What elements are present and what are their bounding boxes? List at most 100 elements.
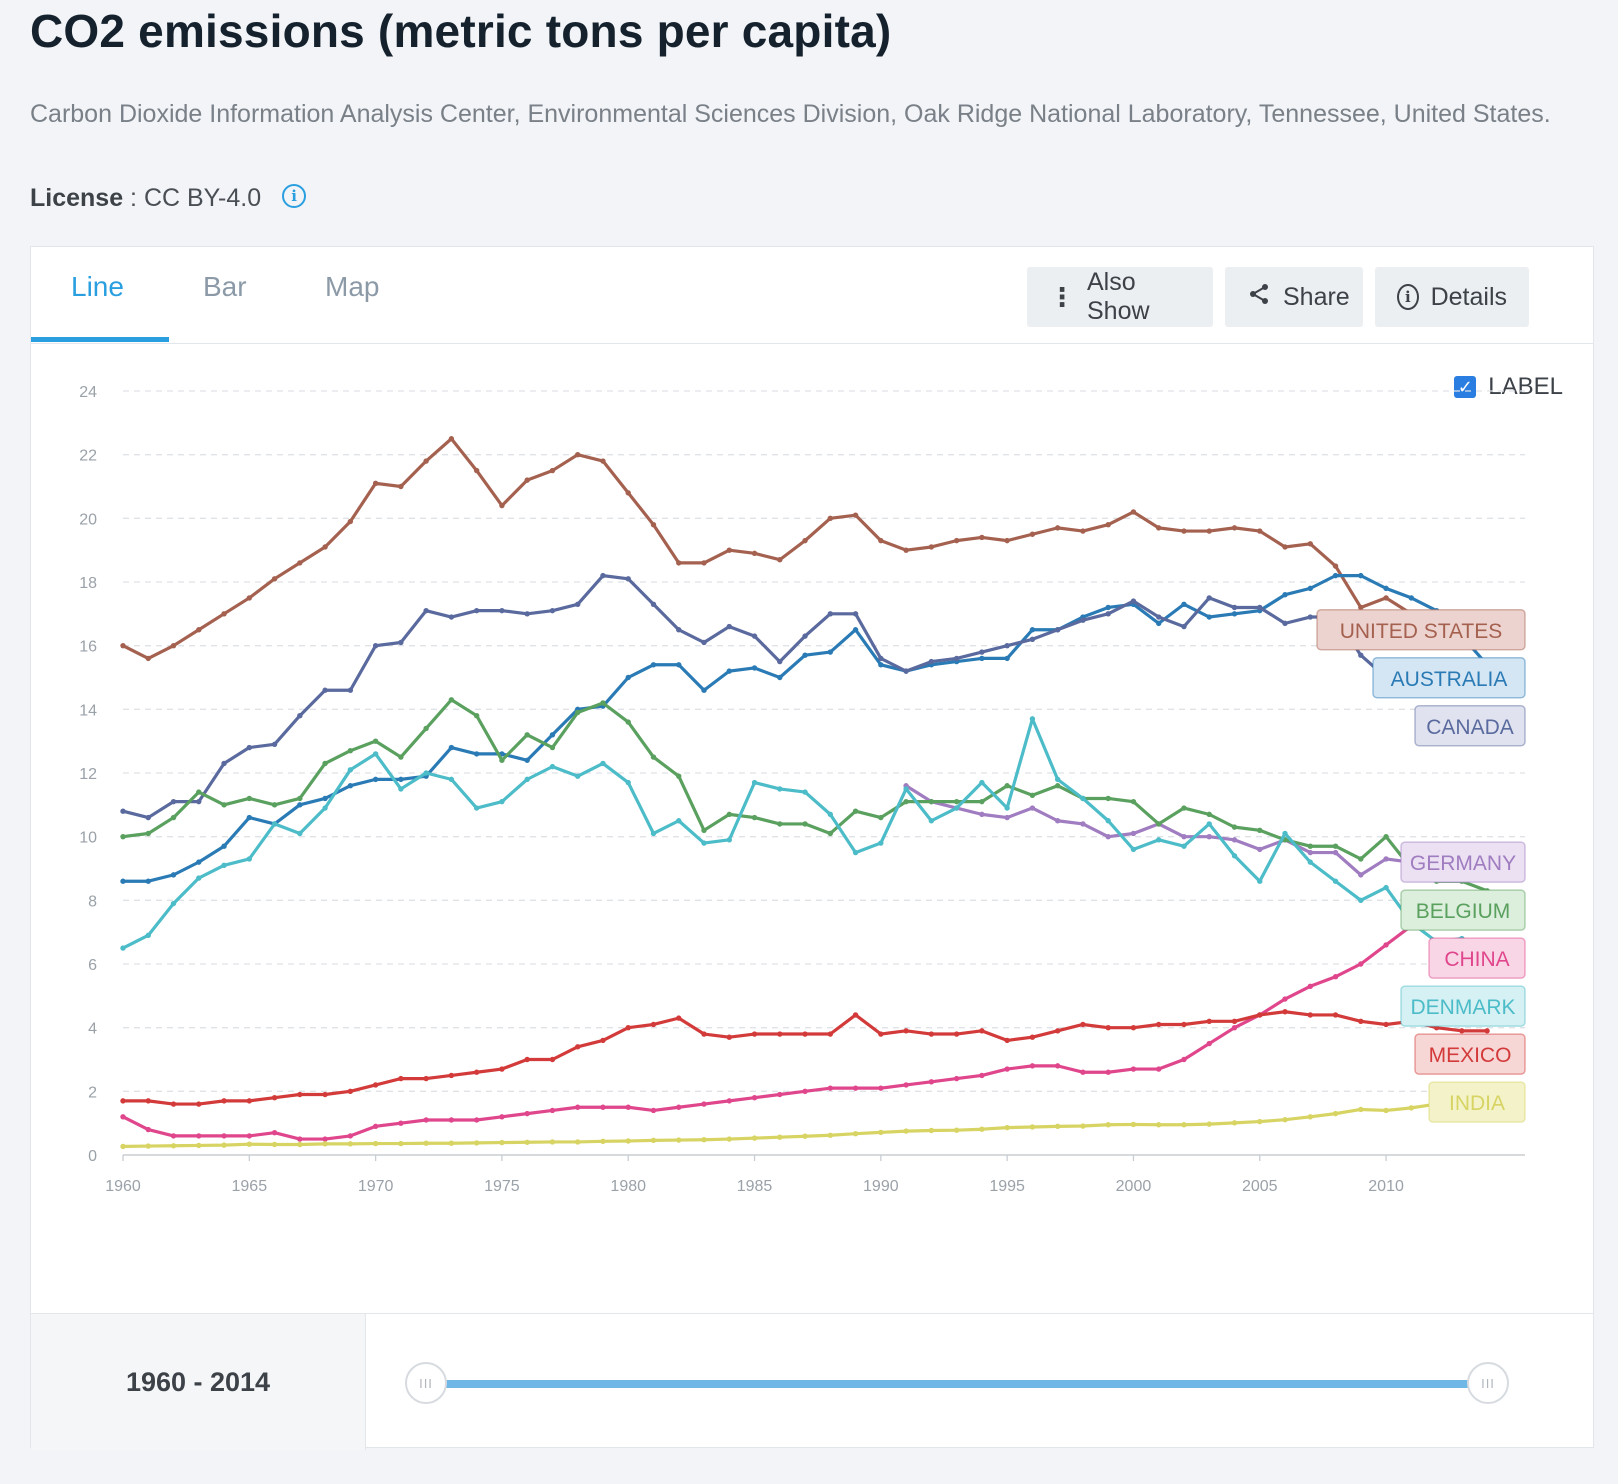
data-point-united-states xyxy=(524,477,530,483)
tab-bar-chart[interactable]: Bar xyxy=(203,271,247,302)
data-point-germany xyxy=(1130,830,1137,837)
details-button[interactable]: i Details xyxy=(1375,267,1529,327)
x-tick-label: 2000 xyxy=(1116,1178,1152,1195)
data-point-australia xyxy=(852,627,859,633)
data-point-canada xyxy=(1130,598,1137,604)
data-point-denmark xyxy=(1307,859,1313,865)
data-point-canada xyxy=(549,607,556,614)
data-point-belgium xyxy=(246,795,253,802)
data-point-mexico xyxy=(852,1012,859,1018)
data-point-belgium xyxy=(1332,843,1339,849)
data-point-germany xyxy=(1004,814,1010,821)
data-point-mexico xyxy=(1307,1012,1313,1018)
data-point-canada xyxy=(1231,604,1238,611)
data-point-australia xyxy=(372,776,379,783)
data-point-canada xyxy=(1004,642,1010,649)
data-point-united-states xyxy=(852,512,859,518)
data-point-canada xyxy=(676,627,682,633)
data-point-mexico xyxy=(1433,1024,1440,1031)
data-point-canada xyxy=(1156,614,1162,620)
data-point-china xyxy=(1029,1063,1036,1069)
data-point-china xyxy=(549,1107,556,1114)
data-point-mexico xyxy=(802,1031,808,1037)
data-point-united-states xyxy=(1282,544,1288,550)
data-point-belgium xyxy=(271,802,278,808)
data-point-india xyxy=(1358,1106,1364,1113)
data-point-germany xyxy=(1181,833,1187,840)
data-point-denmark xyxy=(1130,846,1137,853)
data-point-india xyxy=(1383,1107,1389,1114)
data-point-australia xyxy=(322,795,328,802)
data-point-mexico xyxy=(1257,1012,1263,1018)
data-point-belgium xyxy=(549,744,556,751)
data-point-united-states xyxy=(1257,528,1263,534)
y-tick-label: 2 xyxy=(88,1084,97,1101)
x-tick-label: 1990 xyxy=(863,1178,899,1195)
data-point-germany xyxy=(1206,833,1212,840)
data-point-canada xyxy=(701,639,707,646)
data-point-belgium xyxy=(1307,843,1313,849)
data-point-canada xyxy=(1054,627,1061,633)
series-line-united-states xyxy=(122,437,1488,660)
data-point-belgium xyxy=(777,821,783,827)
range-end-handle[interactable]: III xyxy=(1467,1362,1509,1404)
data-point-canada xyxy=(398,639,404,646)
data-point-denmark xyxy=(1156,837,1162,843)
label-toggle[interactable]: ✓ LABEL xyxy=(1454,373,1563,401)
data-point-denmark xyxy=(1231,853,1238,859)
data-point-denmark xyxy=(953,805,960,811)
data-point-belgium xyxy=(903,798,909,805)
x-tick-label: 1975 xyxy=(484,1178,520,1195)
data-point-canada xyxy=(903,668,909,674)
series-label-box xyxy=(1400,889,1526,931)
data-point-canada xyxy=(625,576,631,582)
data-point-denmark xyxy=(600,760,606,767)
series-label: UNITED STATES xyxy=(1340,620,1503,643)
data-point-united-states xyxy=(145,655,151,662)
series-label: CANADA xyxy=(1426,716,1514,739)
data-point-china xyxy=(1004,1066,1010,1072)
data-point-denmark xyxy=(928,818,935,824)
data-point-china xyxy=(852,1085,859,1091)
also-show-button[interactable]: ⋮ Also Show xyxy=(1027,267,1213,327)
tab-map[interactable]: Map xyxy=(325,271,380,302)
data-point-denmark xyxy=(372,751,379,757)
range-start-handle[interactable]: III xyxy=(405,1362,447,1404)
data-point-belgium xyxy=(499,757,505,763)
data-point-united-states xyxy=(246,595,253,601)
data-point-australia xyxy=(1029,627,1036,633)
data-point-mexico xyxy=(1054,1028,1061,1034)
data-point-belgium xyxy=(1105,795,1111,802)
data-point-denmark xyxy=(1181,843,1187,849)
data-point-belgium xyxy=(979,798,985,805)
data-point-germany xyxy=(1383,856,1389,862)
data-point-mexico xyxy=(196,1101,202,1107)
series-label-box xyxy=(1372,657,1526,699)
data-point-china xyxy=(448,1117,455,1123)
tab-line[interactable]: Line xyxy=(71,271,124,302)
data-point-australia xyxy=(1383,585,1389,592)
data-point-china xyxy=(1130,1066,1137,1072)
data-point-india xyxy=(372,1140,379,1147)
data-point-china xyxy=(1332,974,1339,980)
y-tick-label: 24 xyxy=(79,384,97,401)
data-point-canada xyxy=(1080,617,1086,623)
data-point-united-states xyxy=(802,537,808,544)
data-point-china xyxy=(802,1088,808,1095)
share-button[interactable]: Share xyxy=(1225,267,1363,327)
series-label-box xyxy=(1428,1081,1526,1123)
data-point-united-states xyxy=(120,642,126,649)
data-point-canada xyxy=(852,611,859,617)
data-point-mexico xyxy=(751,1031,758,1037)
info-icon[interactable]: i xyxy=(282,184,307,209)
data-point-belgium xyxy=(1206,811,1212,818)
data-point-india xyxy=(170,1143,177,1149)
data-point-mexico xyxy=(347,1088,354,1095)
data-point-denmark xyxy=(979,779,985,786)
data-point-mexico xyxy=(423,1075,429,1082)
data-point-australia xyxy=(120,878,126,884)
data-point-india xyxy=(600,1138,606,1145)
data-point-canada xyxy=(221,760,227,767)
range-slider-track[interactable] xyxy=(443,1380,1487,1388)
